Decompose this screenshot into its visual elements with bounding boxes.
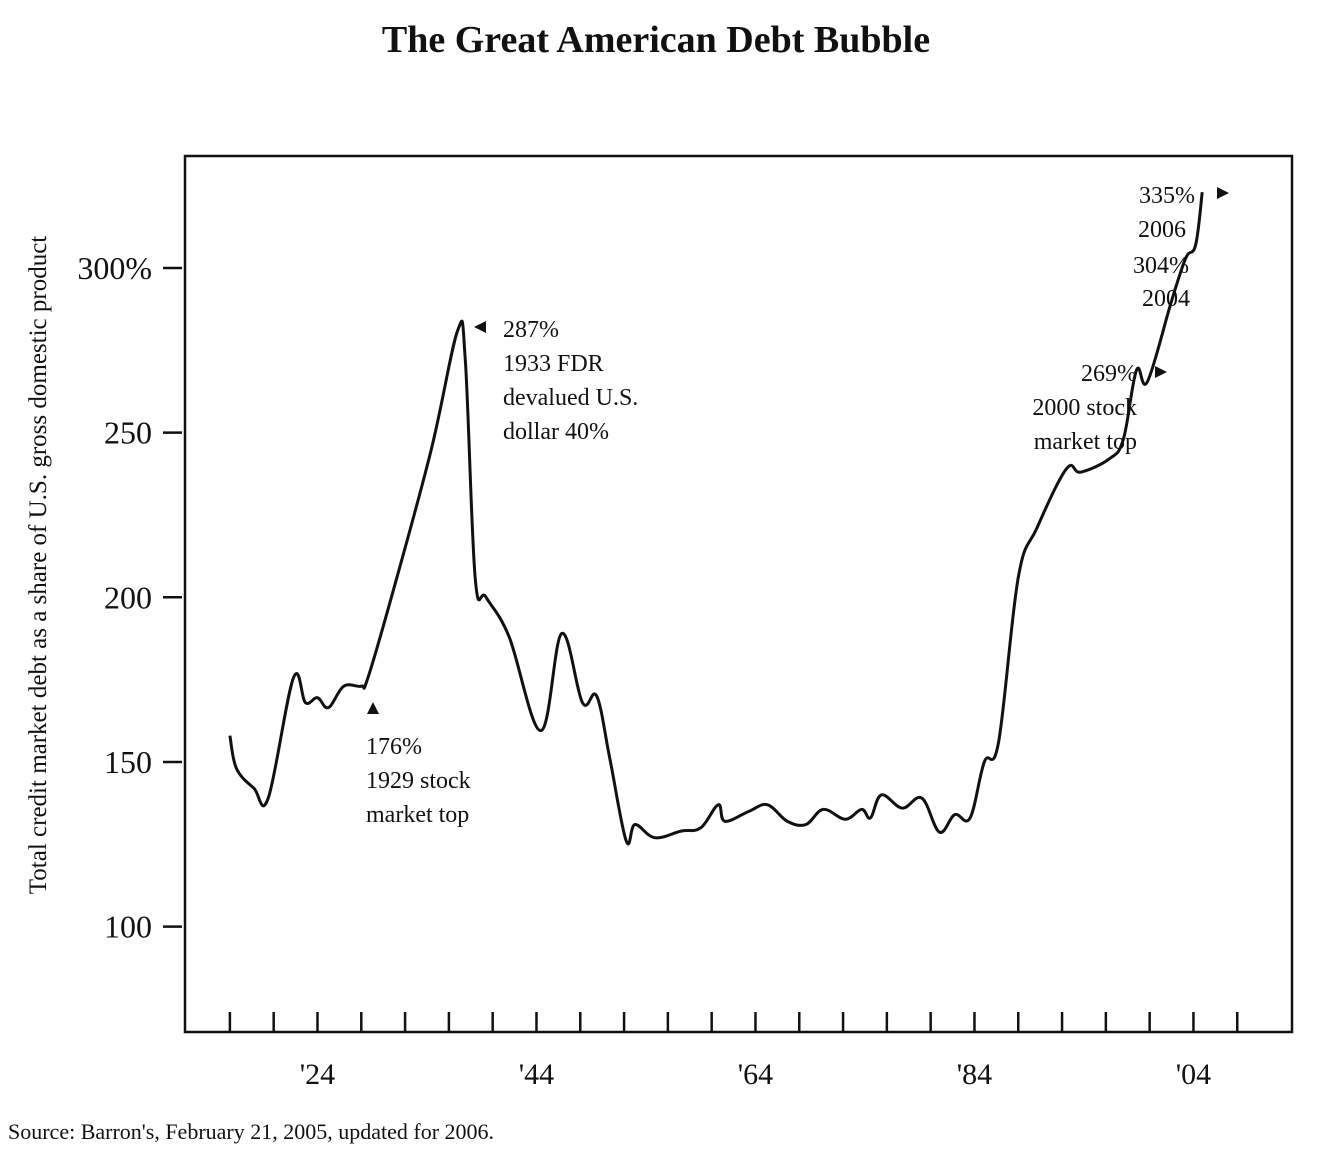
annotation-text: market top bbox=[366, 802, 469, 828]
right-arrow-icon bbox=[1202, 255, 1214, 267]
plot-frame bbox=[183, 154, 1294, 1034]
left-arrow-icon bbox=[474, 321, 486, 333]
right-arrow-icon bbox=[1217, 187, 1229, 199]
annotation-text: 2004 bbox=[1142, 286, 1190, 312]
annotation-2006: 335% 2006 bbox=[1138, 183, 1229, 243]
y-tick-label: 250 bbox=[104, 415, 152, 451]
annotation-text: 335% bbox=[1139, 183, 1195, 209]
annotation-text: 2000 stock bbox=[1032, 395, 1137, 421]
annotation-text: devalued U.S. bbox=[503, 385, 638, 411]
annotation-text: 1933 FDR bbox=[503, 351, 604, 377]
series-line bbox=[228, 192, 1204, 846]
y-tick-label: 150 bbox=[104, 744, 152, 780]
up-arrow-icon bbox=[367, 702, 379, 714]
annotation-text: 1929 stock bbox=[366, 768, 471, 794]
annotation-1929: 176% 1929 stock market top bbox=[366, 702, 471, 828]
y-tick-label: 200 bbox=[104, 579, 152, 615]
y-tick-label: 100 bbox=[104, 909, 152, 945]
y-tick-label: 300% bbox=[77, 250, 152, 286]
annotation-text: dollar 40% bbox=[503, 419, 609, 445]
x-tick-label: '44 bbox=[519, 1058, 554, 1091]
annotation-text: 269% bbox=[1081, 361, 1137, 387]
y-axis-label: Total credit market debt as a share of U… bbox=[25, 236, 52, 895]
source-note: Source: Barron's, February 21, 2005, upd… bbox=[8, 1119, 494, 1144]
annotation-1933: 287% 1933 FDR devalued U.S. dollar 40% bbox=[474, 317, 638, 445]
annotation-text: 287% bbox=[503, 317, 559, 343]
chart-title: The Great American Debt Bubble bbox=[382, 19, 930, 61]
x-tick-label: '84 bbox=[957, 1058, 992, 1091]
x-tick-label: '04 bbox=[1176, 1058, 1211, 1091]
right-arrow-icon bbox=[1155, 366, 1167, 378]
annotation-text: 304% bbox=[1133, 253, 1189, 279]
annotation-text: market top bbox=[1034, 429, 1137, 455]
annotation-text: 2006 bbox=[1138, 217, 1186, 243]
annotation-text: 176% bbox=[366, 734, 422, 760]
annotation-2004: 304% 2004 bbox=[1133, 253, 1214, 312]
x-tick-label: '64 bbox=[738, 1058, 773, 1091]
x-tick-label: '24 bbox=[300, 1058, 335, 1091]
annotation-2000: 269% 2000 stock market top bbox=[1032, 361, 1167, 455]
